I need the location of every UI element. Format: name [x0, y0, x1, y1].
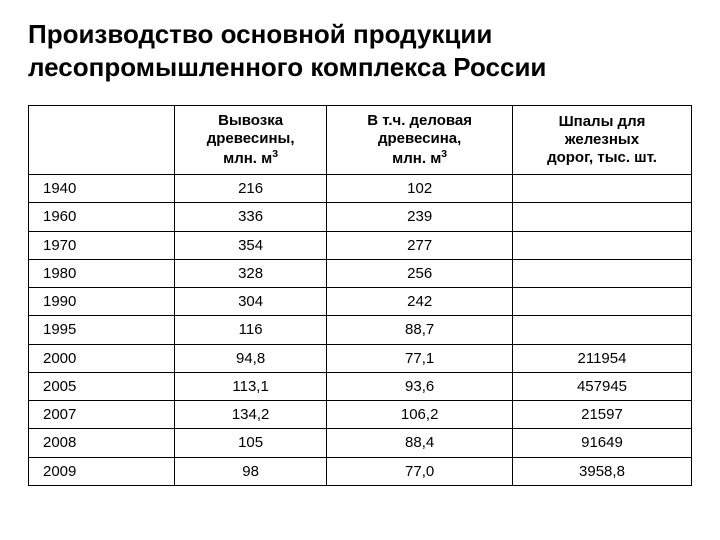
production-table: Вывозка древесины, млн. м3 В т.ч. делова…: [28, 105, 692, 486]
cell-v2: 93,6: [327, 372, 513, 400]
table-row: 1980 328 256: [29, 259, 692, 287]
cell-v1: 304: [174, 288, 326, 316]
table-row: 2009 98 77,0 3958,8: [29, 457, 692, 485]
cell-v1: 354: [174, 231, 326, 259]
table-row: 1995 116 88,7: [29, 316, 692, 344]
table-row: 2005 113,1 93,6 457945: [29, 372, 692, 400]
col-header-line: млн. м: [223, 150, 272, 167]
col-header-shpaly: Шпалы для железных дорог, тыс. шт.: [512, 106, 691, 175]
col-header-sup: 3: [441, 148, 447, 160]
cell-v3: [512, 288, 691, 316]
cell-v1: 116: [174, 316, 326, 344]
table-row: 1940 216 102: [29, 175, 692, 203]
col-header-year: [29, 106, 175, 175]
page-title: Производство основной продукции лесопром…: [28, 18, 692, 83]
cell-year: 2005: [29, 372, 175, 400]
col-header-delovaya: В т.ч. деловая древесина, млн. м3: [327, 106, 513, 175]
cell-v1: 94,8: [174, 344, 326, 372]
col-header-sup: 3: [272, 148, 278, 160]
cell-v3: 91649: [512, 429, 691, 457]
table-body: 1940 216 102 1960 336 239 1970 354 277 1…: [29, 175, 692, 486]
cell-v2: 277: [327, 231, 513, 259]
cell-v3: [512, 316, 691, 344]
cell-v2: 106,2: [327, 401, 513, 429]
col-header-line: Шпалы для: [559, 113, 646, 130]
cell-v2: 77,0: [327, 457, 513, 485]
col-header-vyvozka: Вывозка древесины, млн. м3: [174, 106, 326, 175]
cell-v3: [512, 203, 691, 231]
slide: Производство основной продукции лесопром…: [0, 0, 720, 540]
col-header-line: дорог, тыс. шт.: [547, 149, 657, 166]
cell-v2: 242: [327, 288, 513, 316]
cell-year: 2000: [29, 344, 175, 372]
cell-year: 1960: [29, 203, 175, 231]
cell-v3: 3958,8: [512, 457, 691, 485]
table-row: 2008 105 88,4 91649: [29, 429, 692, 457]
cell-v1: 336: [174, 203, 326, 231]
cell-v3: [512, 175, 691, 203]
cell-v3: [512, 231, 691, 259]
cell-v1: 216: [174, 175, 326, 203]
cell-year: 1990: [29, 288, 175, 316]
cell-year: 1970: [29, 231, 175, 259]
cell-year: 1940: [29, 175, 175, 203]
cell-v2: 256: [327, 259, 513, 287]
cell-v1: 105: [174, 429, 326, 457]
col-header-line: В т.ч. деловая: [367, 112, 472, 129]
cell-v1: 113,1: [174, 372, 326, 400]
cell-v1: 328: [174, 259, 326, 287]
table-row: 1990 304 242: [29, 288, 692, 316]
cell-v2: 239: [327, 203, 513, 231]
cell-v2: 88,7: [327, 316, 513, 344]
cell-year: 2007: [29, 401, 175, 429]
table-row: 2007 134,2 106,2 21597: [29, 401, 692, 429]
cell-v3: 211954: [512, 344, 691, 372]
col-header-line: древесины,: [207, 130, 295, 147]
col-header-line: древесина,: [378, 130, 461, 147]
cell-v3: [512, 259, 691, 287]
cell-v2: 77,1: [327, 344, 513, 372]
cell-v3: 457945: [512, 372, 691, 400]
col-header-line: железных: [565, 131, 639, 148]
cell-v2: 88,4: [327, 429, 513, 457]
cell-v1: 98: [174, 457, 326, 485]
cell-v3: 21597: [512, 401, 691, 429]
cell-year: 1980: [29, 259, 175, 287]
cell-year: 2008: [29, 429, 175, 457]
table-row: 1970 354 277: [29, 231, 692, 259]
table-row: 2000 94,8 77,1 211954: [29, 344, 692, 372]
col-header-line: Вывозка: [218, 112, 283, 129]
cell-year: 1995: [29, 316, 175, 344]
table-row: 1960 336 239: [29, 203, 692, 231]
cell-v1: 134,2: [174, 401, 326, 429]
cell-year: 2009: [29, 457, 175, 485]
col-header-line: млн. м: [392, 150, 441, 167]
table-header-row: Вывозка древесины, млн. м3 В т.ч. делова…: [29, 106, 692, 175]
cell-v2: 102: [327, 175, 513, 203]
